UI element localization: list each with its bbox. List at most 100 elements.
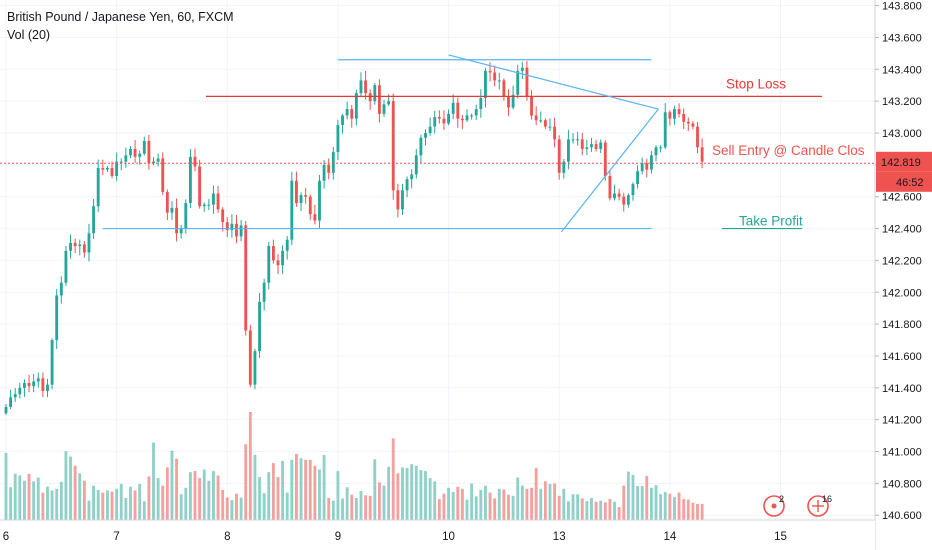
candle-body [105, 168, 109, 170]
price-tick-label: 142.400 [882, 224, 922, 236]
volume-bar [479, 489, 483, 520]
volume-bar [691, 502, 695, 520]
candle-body [608, 175, 612, 199]
volume-bar [336, 471, 340, 520]
volume-bar [682, 499, 686, 520]
candle-body [267, 246, 271, 283]
candle-body [493, 72, 497, 81]
candle-body [276, 260, 280, 266]
candle-body [387, 101, 391, 105]
price-tick-label: 141.600 [882, 351, 922, 363]
volume-bar [55, 488, 59, 520]
volume-bar [451, 492, 455, 520]
volume-bar [387, 466, 391, 520]
candle-body [479, 97, 483, 110]
candle-body [543, 120, 547, 127]
candle-body [96, 168, 100, 207]
candle-body [456, 102, 460, 119]
volume-bar [59, 481, 63, 520]
candle-body [525, 67, 529, 97]
volume-bar [147, 476, 151, 520]
candle-body [101, 168, 105, 170]
volume-bar [295, 453, 298, 520]
volume-bar [613, 501, 616, 520]
volume-bar [414, 465, 418, 520]
volume-bar [520, 485, 524, 520]
volume-bar [502, 489, 506, 520]
volume-bar [507, 494, 510, 520]
candle-body [649, 155, 653, 170]
candle-body [414, 155, 418, 175]
candle-body [474, 109, 478, 116]
candle-body [354, 93, 358, 119]
volume-bar [299, 458, 303, 520]
volume-bar [23, 480, 26, 520]
volume-bar [608, 499, 612, 520]
volume-bar [142, 501, 146, 520]
volume-bar [424, 471, 427, 520]
time-tick-label: 13 [553, 531, 566, 543]
volume-bar [401, 467, 404, 520]
volume-bar [101, 492, 105, 520]
candle-body [599, 142, 603, 149]
volume-bar [202, 469, 206, 520]
volume-indicator-label[interactable]: Vol (20) [7, 28, 51, 42]
chart-title[interactable]: British Pound / Japanese Yen, 60, FXCM [7, 10, 234, 24]
volume-bar [161, 485, 165, 520]
volume-bar [198, 478, 202, 520]
volume-bar [474, 496, 478, 520]
candle-body [92, 206, 96, 234]
candle-body [447, 113, 450, 124]
candle-body [23, 383, 26, 388]
time-tick-label: 10 [442, 531, 455, 543]
candle-body [341, 115, 344, 126]
candle-body [336, 125, 340, 153]
candle-body [304, 195, 308, 197]
volume-bar [225, 497, 229, 520]
candle-body [497, 80, 501, 82]
candle-body [50, 340, 54, 385]
candle-body [165, 191, 169, 213]
candle-body [405, 179, 409, 191]
volume-bar [341, 498, 344, 520]
volume-bar [92, 485, 96, 520]
price-tick-label: 142.000 [882, 287, 922, 299]
volume-bar [484, 485, 487, 520]
candle-body [299, 195, 303, 204]
price-tick-label: 141.400 [882, 383, 922, 395]
candle-body [645, 163, 649, 170]
volume-bar [649, 487, 653, 520]
volume-bar [235, 493, 238, 520]
candle-body [594, 144, 598, 149]
volume-bar [78, 473, 82, 520]
candle-body [32, 381, 36, 387]
candle-body [308, 196, 312, 215]
candle-body [691, 123, 695, 127]
volume-bar [41, 492, 45, 520]
volume-bar [350, 494, 354, 520]
volume-bar [626, 471, 630, 520]
volume-bar [603, 502, 607, 520]
price-axis-bg [875, 0, 932, 550]
candle-body [212, 193, 215, 205]
volume-bar [212, 471, 215, 520]
countdown-badge [876, 171, 932, 192]
volume-bar [248, 412, 252, 520]
candle-body [69, 242, 72, 251]
candle-body [281, 250, 285, 266]
candle-body [654, 147, 658, 156]
candle-body [460, 118, 464, 121]
volume-bar [442, 493, 446, 520]
volume-bar [152, 442, 155, 520]
candle-body [373, 85, 377, 102]
volume-bar [640, 486, 644, 520]
candle-body [391, 101, 395, 191]
candle-body [207, 204, 211, 206]
candle-body [46, 384, 49, 391]
volume-bar [46, 486, 49, 520]
candle-body [668, 112, 672, 119]
volume-bar [419, 470, 423, 520]
